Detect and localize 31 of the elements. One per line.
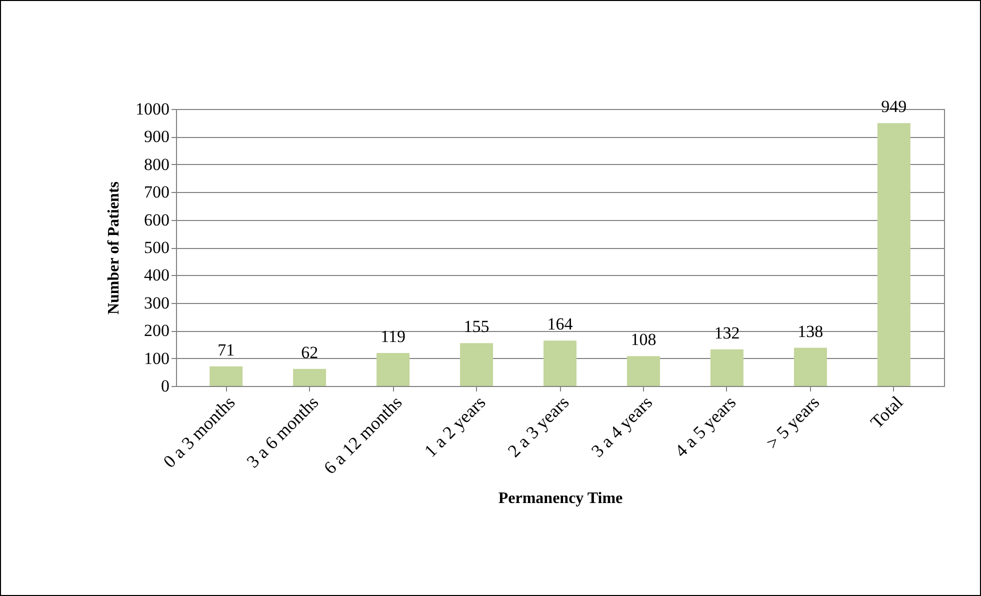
y-tick-label: 800 [144, 154, 170, 174]
bar [710, 349, 744, 386]
bar [460, 343, 494, 386]
y-tick-label: 900 [144, 127, 170, 146]
y-tick-label: 300 [144, 293, 170, 312]
data-label: 71 [218, 340, 235, 360]
data-label: 949 [881, 97, 907, 116]
bar [626, 356, 660, 386]
data-label: 108 [630, 330, 656, 350]
data-label: 138 [798, 322, 824, 341]
data-label: 119 [380, 327, 406, 346]
x-axis-title: Permanency Time [498, 490, 623, 507]
y-tick-label: 600 [144, 210, 170, 230]
bar [293, 368, 326, 386]
bar [376, 353, 410, 386]
bar [210, 366, 243, 386]
data-label: 164 [547, 314, 574, 334]
bar [794, 348, 827, 386]
y-tick-label: 500 [144, 238, 170, 257]
y-tick-label: 700 [144, 182, 170, 202]
y-tick-label: 400 [144, 266, 170, 285]
data-label: 132 [714, 323, 740, 342]
y-tick-label: 1000 [136, 100, 170, 118]
bar [877, 123, 910, 386]
data-label: 62 [301, 342, 318, 362]
data-label: 155 [464, 317, 490, 336]
y-axis-title: Number of Patients [106, 181, 122, 315]
y-tick-label: 200 [144, 321, 170, 340]
bar [544, 340, 576, 386]
y-tick-label: 0 [161, 376, 170, 396]
y-tick-label: 100 [144, 348, 170, 368]
